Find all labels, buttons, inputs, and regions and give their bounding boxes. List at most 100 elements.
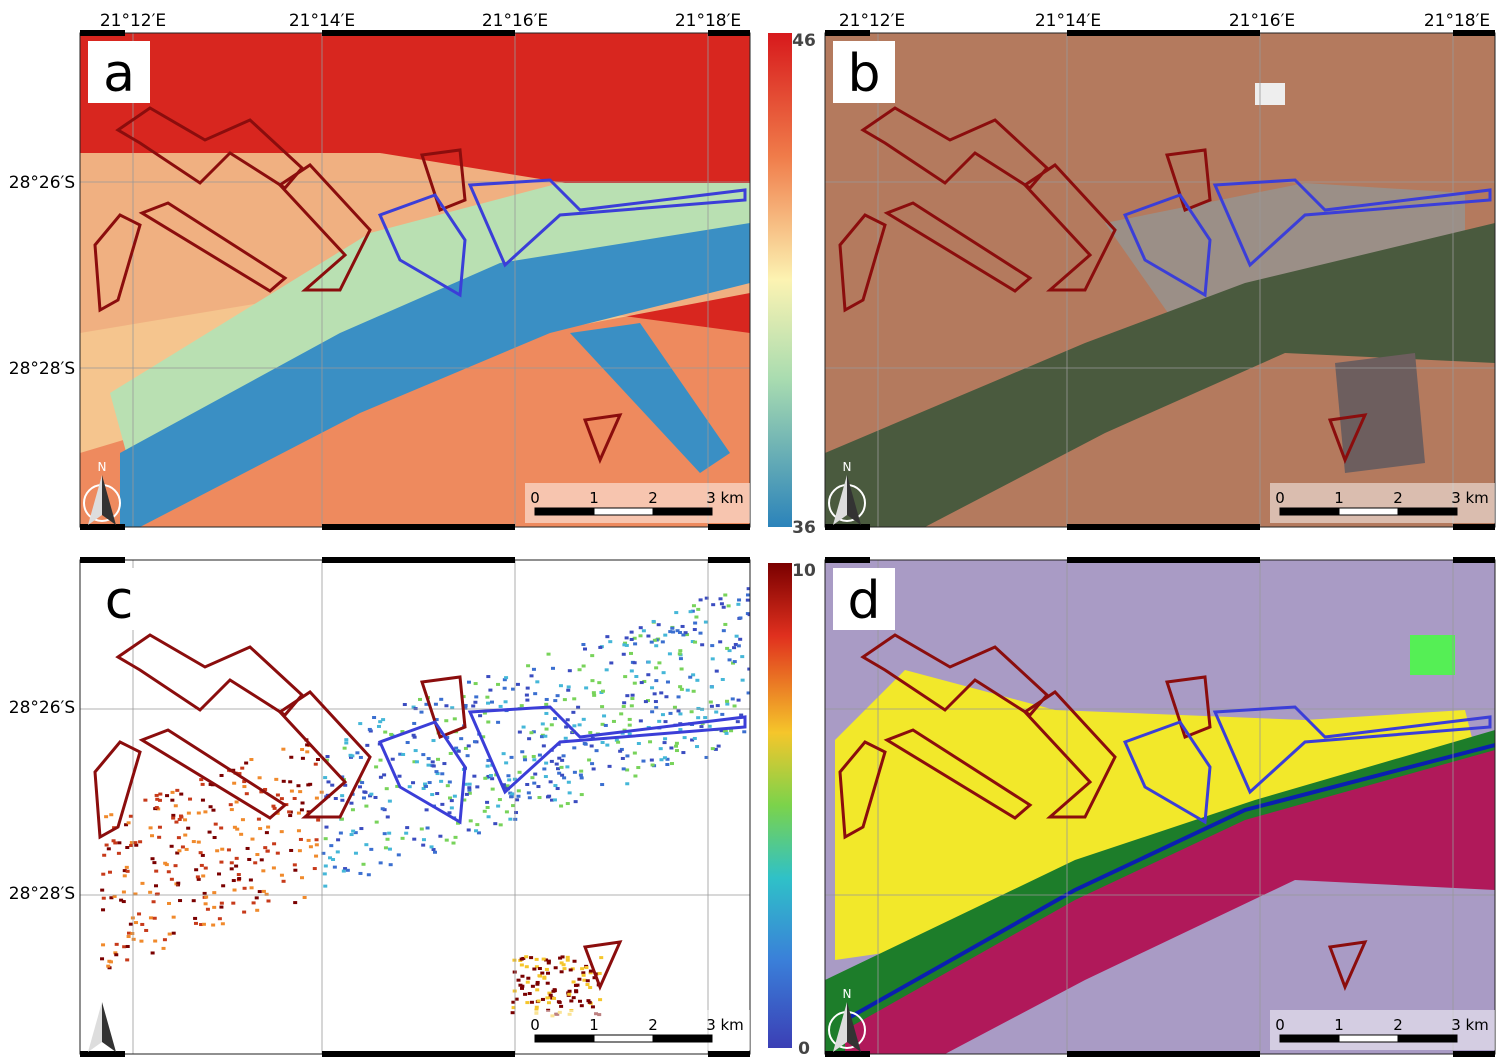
pixel-cluster [104,815,108,818]
scale-bar-tick-label: 0 [530,1016,540,1034]
pixel-cluster [308,783,312,786]
pixel-cluster [140,882,144,885]
pixel-cluster [560,766,564,769]
pixel-cluster [688,676,692,679]
pixel-cluster [661,713,665,716]
pixel-cluster [600,705,604,708]
pixel-cluster [678,649,682,652]
pixel-cluster [639,634,643,637]
pixel-cluster [448,796,452,799]
pixel-cluster [668,712,672,715]
pixel-cluster [217,872,221,875]
pixel-cluster [290,790,294,793]
pixel-cluster [289,849,293,852]
pixel-cluster [211,924,215,927]
pixel-cluster [339,832,343,835]
pixel-cluster [662,671,666,674]
pixel-cluster [653,692,657,695]
pixel-cluster [329,844,333,847]
pixel-cluster [659,758,663,761]
pixel-cluster [153,940,157,943]
pixel-cluster [618,750,622,753]
pixel-cluster [693,628,697,631]
pixel-cluster [537,999,541,1002]
pixel-cluster [358,872,362,875]
pixel-cluster [490,777,494,780]
pixel-cluster [419,711,423,714]
scale-bar-tick-label: 1 [1334,489,1344,507]
pixel-cluster [528,796,532,799]
pixel-cluster [622,653,626,656]
pixel-cluster [576,706,580,709]
pixel-cluster [673,706,677,709]
pixel-cluster [125,958,129,961]
pixel-cluster [552,997,556,1000]
pixel-cluster [572,746,576,749]
pixel-cluster [280,874,284,877]
pixel-cluster [683,736,687,739]
pixel-cluster [372,716,376,719]
pixel-cluster [657,661,661,664]
pixel-cluster [239,833,243,836]
pixel-cluster [694,616,698,619]
pixel-cluster [544,762,548,765]
pixel-cluster [452,842,456,845]
pixel-cluster [630,704,634,707]
pixel-cluster [221,884,225,887]
pixel-cluster [517,979,521,982]
pixel-cluster [431,739,435,742]
pixel-cluster [588,1001,592,1004]
pixel-cluster [126,945,130,948]
pixel-cluster [140,923,144,926]
pixel-cluster [646,673,650,676]
scale-bar: 0123 km [525,1010,750,1050]
pixel-cluster [381,807,385,810]
pixel-cluster [255,853,259,856]
map-panel: d0123 kmN [825,560,1495,1054]
pixel-cluster [584,966,588,969]
pixel-cluster [122,945,126,948]
pixel-cluster [654,644,658,647]
pixel-cluster [535,680,539,683]
pixel-cluster [444,719,448,722]
map-panel: c0123 kmN [80,560,752,1054]
pixel-cluster [266,826,270,829]
pixel-cluster [512,959,516,962]
pixel-cluster [520,985,524,988]
pixel-cluster [520,975,524,978]
pixel-cluster [560,774,564,777]
pixel-cluster [559,805,563,808]
pixel-cluster [167,870,171,873]
pixel-cluster [710,644,714,647]
pixel-cluster [125,846,129,849]
pixel-cluster [315,843,319,846]
pixel-cluster [219,906,223,909]
pixel-cluster [733,660,737,663]
pixel-cluster [432,765,436,768]
pixel-cluster [144,929,148,932]
pixel-cluster [710,686,714,689]
pixel-cluster [562,776,566,779]
pixel-cluster [674,745,678,748]
pixel-cluster [293,869,297,872]
pixel-cluster [163,862,167,865]
pixel-cluster [511,688,515,691]
pixel-cluster [176,882,180,885]
pixel-cluster [567,781,571,784]
pixel-cluster [473,740,477,743]
pixel-cluster [510,795,514,798]
panel-label: b [847,44,880,104]
pixel-cluster [637,742,641,745]
pixel-cluster [255,909,259,912]
pixel-cluster [171,817,175,820]
pixel-cluster [581,643,585,646]
pixel-cluster [201,874,205,877]
pixel-cluster [727,604,731,607]
pixel-cluster [520,750,524,753]
pixel-cluster [105,844,109,847]
scale-bar-segment [535,1035,594,1042]
pixel-cluster [263,846,267,849]
pixel-cluster [625,754,629,757]
pixel-cluster [580,1004,584,1007]
pixel-cluster [475,785,479,788]
